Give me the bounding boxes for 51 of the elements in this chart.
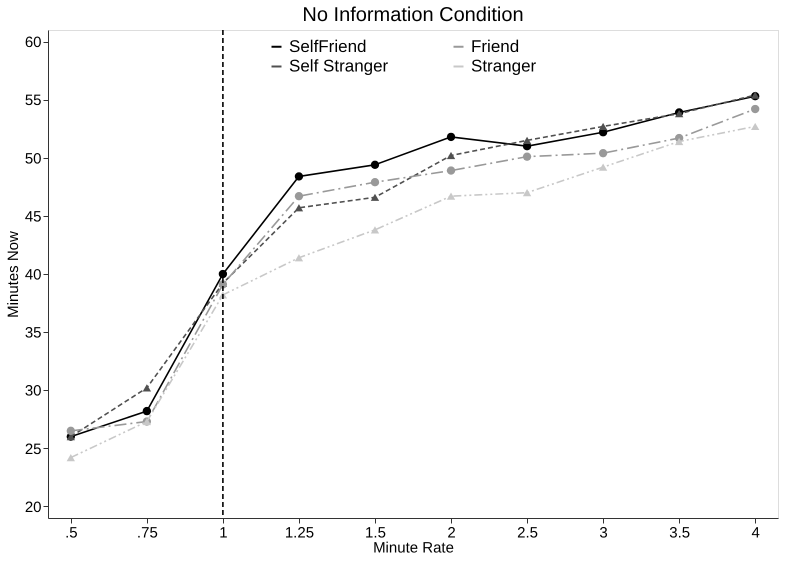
y-tick-label: 30 (24, 382, 42, 400)
y-axis-title: Minutes Now (4, 230, 22, 318)
point (522, 136, 532, 144)
x-tick-label: 1.25 (284, 524, 314, 542)
point (370, 226, 380, 234)
x-tick-label: 3.5 (669, 524, 690, 542)
point (446, 132, 456, 142)
point (142, 384, 152, 392)
y-tick-label: 50 (24, 150, 42, 168)
y-tick-label: 35 (24, 324, 42, 342)
y-tick-label: 25 (24, 440, 42, 458)
point (598, 148, 608, 158)
point (294, 254, 304, 262)
point (674, 138, 684, 146)
y-tick-label: 55 (24, 92, 42, 110)
y-tick-label: 45 (24, 208, 42, 226)
y-tick-label: 60 (24, 34, 42, 52)
point (66, 426, 75, 436)
point (598, 163, 608, 171)
point (370, 178, 380, 186)
x-tick-label: 1 (219, 524, 228, 542)
x-tick-label: 1.5 (365, 524, 386, 542)
x-tick-label: 3 (599, 524, 608, 542)
legend-label: Friend (471, 36, 520, 56)
point (446, 192, 456, 200)
point (446, 152, 456, 160)
point (598, 122, 608, 130)
x-tick-label: 2 (447, 524, 456, 542)
point (66, 454, 75, 462)
point (294, 172, 304, 181)
point (522, 152, 532, 161)
point (294, 192, 304, 200)
point (370, 194, 380, 201)
legend-label: SelfFriend (289, 36, 366, 56)
x-axis-title: Minute Rate (373, 540, 454, 556)
point (751, 122, 760, 130)
x-tick-label: .75 (136, 524, 158, 542)
y-tick-label: 40 (24, 266, 42, 284)
legend-label: Self Stranger (289, 56, 389, 76)
x-tick-label: 4 (752, 524, 760, 542)
x-tick-label: 2.5 (517, 524, 538, 542)
point (751, 104, 760, 114)
point (522, 189, 532, 196)
point (446, 166, 456, 175)
point (294, 204, 304, 212)
y-tick-label: 20 (24, 498, 42, 516)
chart-title: No Information Condition (302, 4, 524, 26)
legend-label: Stranger (471, 56, 537, 76)
x-tick-label: .5 (65, 524, 78, 542)
point (142, 406, 152, 416)
point (370, 160, 380, 169)
